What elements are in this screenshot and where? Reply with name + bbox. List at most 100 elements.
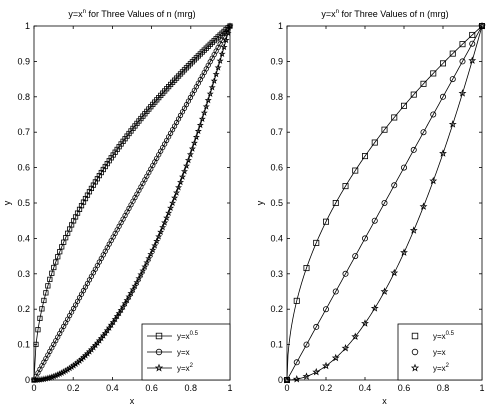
data-point xyxy=(133,278,141,286)
data-point xyxy=(468,56,477,64)
data-point xyxy=(127,289,135,297)
data-point xyxy=(46,374,54,381)
y-tick-label: 0.5 xyxy=(270,198,283,208)
data-point xyxy=(167,204,175,212)
data-point xyxy=(44,374,52,382)
y-tick-label: 0.3 xyxy=(17,269,30,279)
data-point xyxy=(56,370,64,377)
data-point xyxy=(157,228,165,236)
series-line xyxy=(286,25,483,381)
data-point xyxy=(283,375,291,384)
x-tick-label: 0.8 xyxy=(185,383,198,393)
y-tick-label: 0.4 xyxy=(270,233,283,243)
data-point xyxy=(137,271,145,278)
data-point xyxy=(381,126,388,133)
data-point xyxy=(361,319,369,327)
data-point xyxy=(35,327,41,333)
y-tick-label: 0.8 xyxy=(17,92,30,102)
legend-superscript: 0.5 xyxy=(446,331,455,337)
y-tick-label: 0.6 xyxy=(270,163,283,173)
x-tick-label: 0.2 xyxy=(320,383,333,393)
data-point xyxy=(192,133,200,141)
legend-entry: y=x0.5 xyxy=(147,331,199,341)
data-point xyxy=(208,83,216,91)
legend-label: y=x0.5 xyxy=(177,331,199,341)
data-point xyxy=(52,371,60,379)
data-point xyxy=(186,150,194,158)
y-tick-label: 0.4 xyxy=(17,233,30,243)
data-point xyxy=(147,250,155,258)
data-point xyxy=(58,369,66,376)
data-point xyxy=(135,274,143,282)
y-tick-label: 0.9 xyxy=(17,56,30,66)
data-point xyxy=(400,248,408,256)
y-tick-label: 0.1 xyxy=(17,340,30,350)
data-point xyxy=(101,329,109,337)
data-point xyxy=(119,303,127,310)
data-point xyxy=(145,254,153,262)
x-tick-label: 1 xyxy=(227,383,232,393)
data-point xyxy=(448,120,457,128)
x-tick-label: 0.6 xyxy=(145,383,158,393)
legend-marker xyxy=(155,348,163,356)
legend-label: y=x0.5 xyxy=(433,331,455,341)
y-tick-label: 1 xyxy=(278,21,283,31)
data-point xyxy=(131,282,139,290)
legend-marker xyxy=(155,332,163,340)
data-point xyxy=(149,246,157,253)
data-point xyxy=(109,318,117,326)
x-tick-label: 0.6 xyxy=(398,383,411,393)
y-tick-label: 0.9 xyxy=(270,56,283,66)
chart-title: y=xn for Three Values of n (mrg) xyxy=(68,9,195,19)
data-point xyxy=(361,235,368,242)
data-point xyxy=(313,239,320,246)
legend-marker xyxy=(411,332,419,340)
data-point xyxy=(224,29,232,37)
data-point xyxy=(159,223,167,231)
data-point xyxy=(430,111,437,118)
legend-entry: y=x xyxy=(147,348,190,357)
y-tick-label: 0.2 xyxy=(270,304,283,314)
data-point xyxy=(105,324,113,331)
data-point xyxy=(218,50,226,58)
x-tick-label: 0.2 xyxy=(67,383,80,393)
data-point xyxy=(303,341,310,348)
x-tick-label: 0.8 xyxy=(437,383,450,393)
legend-label: y=x2 xyxy=(177,363,194,373)
data-point xyxy=(303,265,310,272)
data-point xyxy=(361,153,368,160)
data-point xyxy=(478,21,486,30)
data-point xyxy=(458,89,467,97)
data-point xyxy=(430,70,437,77)
data-point xyxy=(459,58,466,65)
data-point xyxy=(196,121,204,129)
x-tick-label: 0.4 xyxy=(106,383,119,393)
data-point xyxy=(64,365,72,373)
x-tick-label: 0 xyxy=(284,383,289,393)
x-tick-label: 1 xyxy=(479,383,484,393)
y-tick-label: 0.1 xyxy=(270,340,283,350)
y-tick-label: 0 xyxy=(25,375,30,385)
data-point xyxy=(163,214,171,221)
data-point xyxy=(400,102,407,109)
data-point xyxy=(322,306,329,313)
y-tick-label: 0.7 xyxy=(17,127,30,137)
legend-superscript: 2 xyxy=(190,363,194,369)
data-point xyxy=(155,232,163,240)
series-circle xyxy=(283,22,485,383)
data-point xyxy=(180,167,188,175)
data-point xyxy=(439,60,446,67)
series-square xyxy=(31,23,233,383)
data-point xyxy=(176,178,185,186)
data-point xyxy=(198,115,206,123)
series-line xyxy=(286,25,483,381)
data-point xyxy=(111,315,119,323)
data-point xyxy=(129,286,137,293)
data-point xyxy=(332,199,339,206)
y-axis-label: y xyxy=(255,200,265,205)
series-circle xyxy=(31,23,233,383)
legend: y=x0.5 y=x y=x2 xyxy=(141,323,231,381)
legend-entry: y=x0.5 xyxy=(411,331,455,341)
x-axis-label: x xyxy=(382,396,387,406)
